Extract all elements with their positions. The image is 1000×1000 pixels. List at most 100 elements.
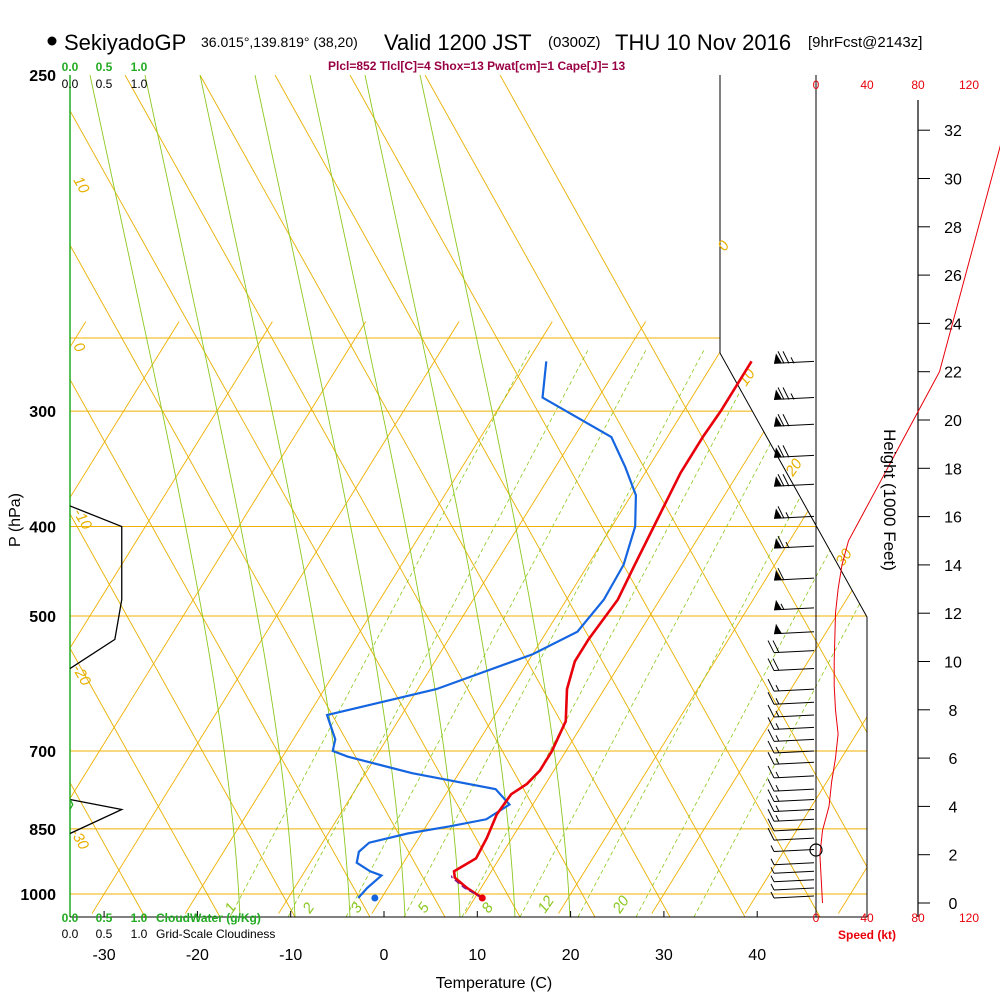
wind-barb-staff	[773, 738, 815, 742]
valid-time: Valid 1200 JST	[384, 30, 532, 55]
moist-adiabat	[144, 75, 296, 917]
wind-barb-half-flag	[775, 815, 780, 822]
wind-barb-staff	[773, 870, 815, 874]
dry-adiabat-label: 10	[70, 174, 93, 198]
wind-barb-flag	[767, 740, 775, 754]
y-axis-title: P (hPa)	[7, 493, 24, 547]
top-cloudiness-tick: 0.0	[62, 77, 79, 91]
height-tick-label: 24	[944, 316, 962, 333]
wind-barb-staff	[773, 849, 815, 853]
moist-adiabat	[199, 75, 351, 917]
moist-adiabat	[364, 75, 516, 917]
wind-barb-half-flag	[775, 784, 780, 792]
wind-barb	[773, 351, 815, 364]
height-tick-label: 10	[944, 655, 962, 672]
station-name: SekiyadoGP	[64, 30, 186, 55]
wind-barb-staff	[773, 788, 815, 792]
wind-barb-staff	[773, 688, 815, 692]
wind-barb-staff	[773, 798, 815, 802]
wind-barb-half-flag	[770, 883, 775, 891]
wind-barb-staff	[773, 837, 815, 841]
speed-tick-top: 0	[813, 78, 820, 92]
grid-clip	[70, 75, 1000, 917]
x-tick-label: 30	[655, 947, 673, 964]
x-tick-label: -10	[279, 947, 302, 964]
wind-barb	[770, 883, 815, 891]
wind-barb	[767, 752, 815, 765]
mixing-ratio-line	[693, 349, 867, 917]
temperature-line	[452, 360, 753, 900]
speed-profile-line	[819, 144, 1000, 904]
pressure-tick-label: 700	[29, 744, 56, 761]
height-tick-label: 2	[949, 848, 958, 865]
wind-barb-flag	[767, 729, 775, 742]
wind-barb-flag	[767, 827, 775, 841]
wind-barb-flag	[782, 474, 790, 487]
wind-barb	[770, 867, 815, 874]
x-tick-label: 20	[562, 947, 580, 964]
wind-barb	[773, 474, 815, 487]
isotherm-line	[371, 321, 740, 914]
wind-barb-half-flag	[775, 795, 780, 802]
wind-barb-flag	[767, 765, 775, 779]
wind-barb-flag	[767, 778, 775, 792]
height-tick-label: 32	[944, 123, 962, 140]
cloudiness-label: Grid-Scale Cloudiness	[156, 927, 275, 941]
isotherm-line	[744, 321, 867, 914]
wind-barb	[770, 858, 815, 866]
mixing-ratio-line	[287, 349, 589, 917]
dewpoint-line	[325, 361, 638, 899]
wind-barb	[767, 658, 815, 672]
wind-barb-half-flag	[775, 684, 780, 692]
wind-barb	[767, 717, 815, 730]
wind-barb	[767, 818, 815, 832]
wind-barb-pennant	[774, 508, 782, 519]
wind-barb-half-flag	[780, 603, 785, 611]
wind-barb	[767, 704, 815, 718]
isotherm-line	[184, 321, 553, 914]
theta-e-label: 0	[714, 237, 733, 254]
isotherm-line	[932, 322, 1000, 914]
bottom-cloudiness-tick: 0.5	[96, 927, 113, 941]
wind-barb	[773, 599, 815, 611]
wind-barb	[770, 891, 815, 899]
speed-tick-top: 80	[911, 78, 925, 92]
mixing-ratio-line	[577, 349, 867, 917]
top-cloudwater-tick: 0.0	[62, 60, 79, 74]
profiles	[69, 360, 753, 902]
moist-adiabat	[419, 75, 571, 917]
speed-tick-top: 120	[959, 78, 979, 92]
dry-adiabat-label: 0	[70, 340, 89, 356]
wind-barb-flag	[767, 640, 775, 653]
wind-barb-half-flag	[790, 357, 795, 364]
speed-tick-bottom: 80	[911, 911, 925, 925]
wind-barb-staff	[773, 761, 815, 765]
isotherm-line	[70, 321, 180, 914]
wind-barb	[767, 789, 815, 802]
wind-barb-staff	[773, 775, 815, 779]
height-tick-label: 8	[949, 703, 958, 720]
speed-tick-bottom: 0	[813, 911, 820, 925]
surface-temperature-point	[478, 894, 486, 902]
height-tick-label: 18	[944, 461, 962, 478]
mixing-ratio-label: 8	[478, 899, 497, 916]
moist-adiabat	[89, 75, 241, 917]
bottom-cloudiness-tick: 1.0	[131, 927, 148, 941]
cloudwater-label: CloudWater (g/Kg)	[156, 911, 261, 925]
isotherm-line	[91, 321, 460, 914]
wind-barb-half-flag	[775, 805, 780, 812]
height-tick-label: 16	[944, 510, 962, 527]
wind-barb-staff	[773, 879, 815, 883]
wind-barb-half-flag	[785, 512, 790, 519]
top-cloudiness-tick: 1.0	[131, 77, 148, 91]
wind-barb-half-flag	[775, 771, 780, 779]
bottom-cloudwater-tick: 1.0	[131, 911, 148, 925]
dry-adiabat	[199, 75, 671, 917]
wind-barb-half-flag	[775, 735, 780, 742]
mixing-ratio-line	[403, 349, 705, 917]
speed-label: Speed (kt)	[838, 928, 896, 942]
dry-adiabat	[70, 75, 296, 917]
mixing-ratio-line	[461, 349, 763, 917]
wind-barb-half-flag	[770, 845, 775, 852]
